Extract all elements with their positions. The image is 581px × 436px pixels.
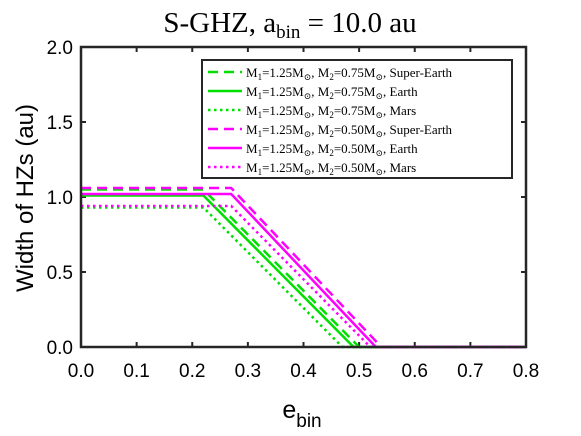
chart-title: S-GHZ, abin = 10.0 au: [163, 7, 416, 43]
legend-label-4: M1=1.25M⊙, M2=0.50M⊙, Earth: [246, 141, 418, 158]
title-main: S-GHZ, a: [163, 7, 276, 39]
legend-label-5: M1=1.25M⊙, M2=0.50M⊙, Mars: [246, 160, 416, 177]
legend: M1=1.25M⊙, M2=0.75M⊙, Super-Earth M1=1.25…: [201, 59, 513, 179]
x-tick-label: 0.3: [235, 361, 261, 382]
series-line-5: [81, 204, 526, 349]
legend-label-0: M1=1.25M⊙, M2=0.75M⊙, Super-Earth: [246, 65, 453, 82]
y-tick-label: 0.5: [47, 263, 73, 284]
x-axis-label-main: e: [282, 396, 296, 424]
x-tick-label: 0.8: [513, 361, 539, 382]
plot-frame: [79, 45, 528, 349]
x-axis-label: ebin: [282, 396, 321, 432]
y-tick-label: 1.0: [47, 188, 73, 209]
y-tick-label: 2.0: [47, 38, 73, 59]
legend-label-2: M1=1.25M⊙, M2=0.75M⊙, Mars: [246, 103, 416, 120]
legend-label-1: M1=1.25M⊙, M2=0.75M⊙, Earth: [246, 84, 418, 101]
x-tick-label: 0.0: [68, 361, 94, 382]
legend-label-3: M1=1.25M⊙, M2=0.50M⊙, Super-Earth: [246, 122, 453, 139]
series-line-2: [81, 206, 526, 349]
legend-box: [201, 59, 513, 179]
y-axis-label: Width of HZs (au): [12, 104, 39, 292]
y-ticks: 0.0 0.5 1.0 1.5 2.0: [47, 38, 526, 359]
x-tick-label: 0.1: [123, 361, 149, 382]
y-tick-label: 0.0: [47, 338, 73, 359]
x-tick-label: 0.4: [290, 361, 317, 382]
y-tick-label: 1.5: [47, 113, 73, 134]
x-tick-label: 0.7: [457, 361, 483, 382]
series-line-3: [81, 186, 526, 349]
x-tick-label: 0.2: [179, 361, 205, 382]
series-line-4: [81, 192, 526, 349]
x-axis-label-subscript: bin: [296, 411, 321, 432]
plot-lines: [81, 186, 526, 349]
series-line-0: [81, 188, 526, 349]
x-tick-label: 0.6: [402, 361, 428, 382]
x-ticks: 0.0 0.1 0.2 0.3 0.4 0.5 0.6 0.7 0.8: [68, 47, 539, 382]
title-suffix: = 10.0 au: [300, 7, 416, 39]
title-subscript: bin: [276, 22, 301, 43]
x-tick-label: 0.5: [346, 361, 372, 382]
